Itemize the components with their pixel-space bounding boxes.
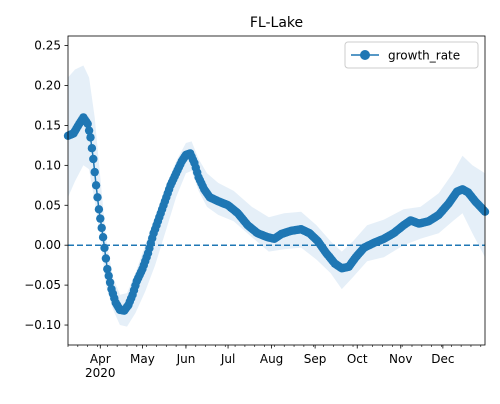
y-tick-label: 0.15 <box>34 118 61 132</box>
y-tick-label: 0.05 <box>34 198 61 212</box>
y-tick-label: 0.25 <box>34 39 61 53</box>
confidence-band-layer <box>68 65 485 327</box>
growth-rate-point <box>98 233 108 242</box>
plot-frame <box>67 35 486 346</box>
y-tick-label: 0.00 <box>34 238 61 252</box>
legend: growth_rate <box>344 41 479 69</box>
growth-rate-point <box>87 144 97 153</box>
y-tick-label: 0.20 <box>34 79 61 93</box>
chart-title: FL-Lake <box>250 15 303 31</box>
growth-rate-point <box>89 154 98 164</box>
confidence-band <box>68 65 485 327</box>
growth-rate-point <box>84 126 94 135</box>
x-tick-label: Jun <box>176 352 196 366</box>
x-tick-label: Oct <box>347 352 368 366</box>
growth-rate-point <box>96 214 105 223</box>
series-layer <box>63 113 490 315</box>
growth-rate-point <box>94 205 104 214</box>
growth-rate-point <box>93 193 102 202</box>
legend-label: growth_rate <box>388 49 460 63</box>
x-tick-label: Nov <box>389 352 412 366</box>
legend-box <box>344 41 479 69</box>
growth-rate-point <box>105 278 115 287</box>
x-tick-label: Dec <box>431 352 454 366</box>
growth-rate-point <box>101 254 111 263</box>
growth-rate-point <box>104 271 113 280</box>
growth-rate-point <box>83 119 92 128</box>
y-tick-label: 0.10 <box>34 158 61 172</box>
growth-rate-point <box>86 133 95 142</box>
growth-rate-point <box>103 264 112 274</box>
growth-rate-point <box>91 181 101 190</box>
growth-rate-point <box>100 243 109 253</box>
growth-rate-point <box>90 167 99 177</box>
axes-layer: −0.10 −0.05 0.00 0.05 0.10 0.15 0.20 0.25 Apr202… <box>24 35 486 380</box>
x-tick-label: Jul <box>220 352 235 366</box>
x-tick-year-label: 2020 <box>85 366 116 380</box>
x-tick-label: Sep <box>304 352 327 366</box>
x-tick-label: Aug <box>260 352 283 366</box>
x-tick-label: May <box>130 352 155 366</box>
x-tick-label: Apr <box>90 352 111 366</box>
legend-marker-swatch <box>360 50 370 60</box>
growth-rate-point <box>97 223 106 233</box>
y-tick-label: −0.10 <box>24 318 61 332</box>
y-tick-label: −0.05 <box>24 278 61 292</box>
